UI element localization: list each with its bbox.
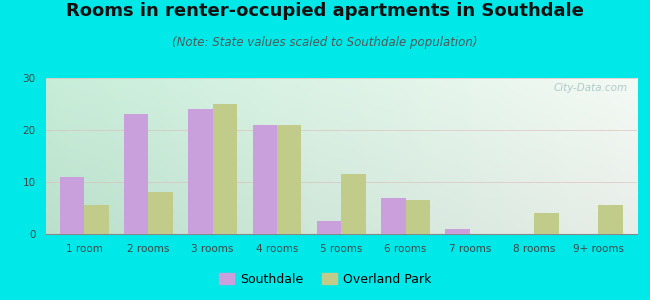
Bar (84, 206, 109, 234)
Bar (253, 125, 277, 234)
Bar (124, 114, 148, 234)
Bar (599, 206, 623, 234)
Bar (277, 125, 302, 234)
Bar (534, 213, 558, 234)
Bar (148, 192, 173, 234)
Bar (317, 221, 341, 234)
Bar (381, 198, 406, 234)
Bar (213, 104, 237, 234)
Text: City-Data.com: City-Data.com (554, 83, 628, 93)
Bar (60, 177, 84, 234)
Bar (188, 109, 213, 234)
Bar (406, 200, 430, 234)
Bar (445, 229, 470, 234)
Text: (Note: State values scaled to Southdale population): (Note: State values scaled to Southdale … (172, 36, 478, 49)
Text: Rooms in renter-occupied apartments in Southdale: Rooms in renter-occupied apartments in S… (66, 2, 584, 20)
Legend: Southdale, Overland Park: Southdale, Overland Park (214, 268, 436, 291)
Bar (341, 174, 366, 234)
